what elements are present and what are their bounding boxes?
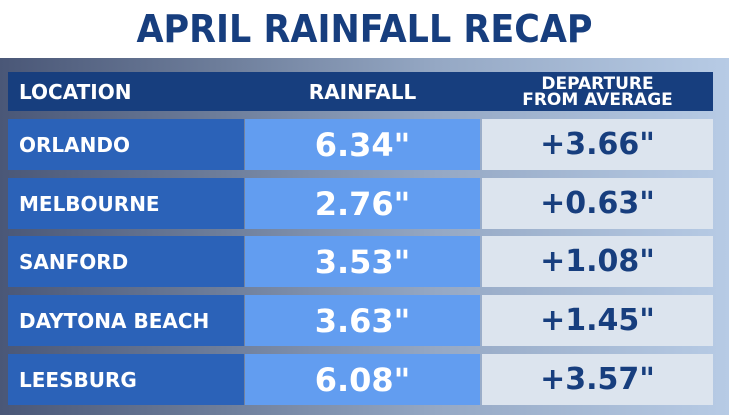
departure-cell: +1.08"	[482, 236, 713, 287]
departure-cell: +3.57"	[482, 354, 713, 405]
rainfall-cell: 3.63"	[245, 295, 480, 346]
location-cell: MELBOURNE	[8, 178, 244, 229]
table-row: DAYTONA BEACH 3.63" +1.45"	[8, 295, 713, 346]
table-header: LOCATION RAINFALL DEPARTURE FROM AVERAGE	[8, 72, 713, 111]
rainfall-cell: 2.76"	[245, 178, 480, 229]
header-location: LOCATION	[19, 79, 132, 104]
location-cell: SANFORD	[8, 236, 244, 287]
header-departure-line2: FROM AVERAGE	[522, 89, 673, 110]
header-departure-line1: DEPARTURE	[541, 73, 654, 94]
rainfall-table: LOCATION RAINFALL DEPARTURE FROM AVERAGE…	[0, 58, 729, 415]
location-cell: DAYTONA BEACH	[8, 295, 244, 346]
table-row: LEESBURG 6.08" +3.57"	[8, 354, 713, 405]
header-departure: DEPARTURE FROM AVERAGE	[482, 72, 713, 111]
departure-cell: +1.45"	[482, 295, 713, 346]
rainfall-cell: 3.53"	[245, 236, 480, 287]
rainfall-cell: 6.08"	[245, 354, 480, 405]
table-row: ORLANDO 6.34" +3.66"	[8, 119, 713, 170]
location-cell: LEESBURG	[8, 354, 244, 405]
departure-cell: +0.63"	[482, 178, 713, 229]
table-row: SANFORD 3.53" +1.08"	[8, 236, 713, 287]
rainfall-cell: 6.34"	[245, 119, 480, 170]
table-row: MELBOURNE 2.76" +0.63"	[8, 178, 713, 229]
departure-cell: +3.66"	[482, 119, 713, 170]
page-title: APRIL RAINFALL RECAP	[136, 7, 593, 51]
header-rainfall: RAINFALL	[308, 79, 417, 104]
location-cell: ORLANDO	[8, 119, 244, 170]
